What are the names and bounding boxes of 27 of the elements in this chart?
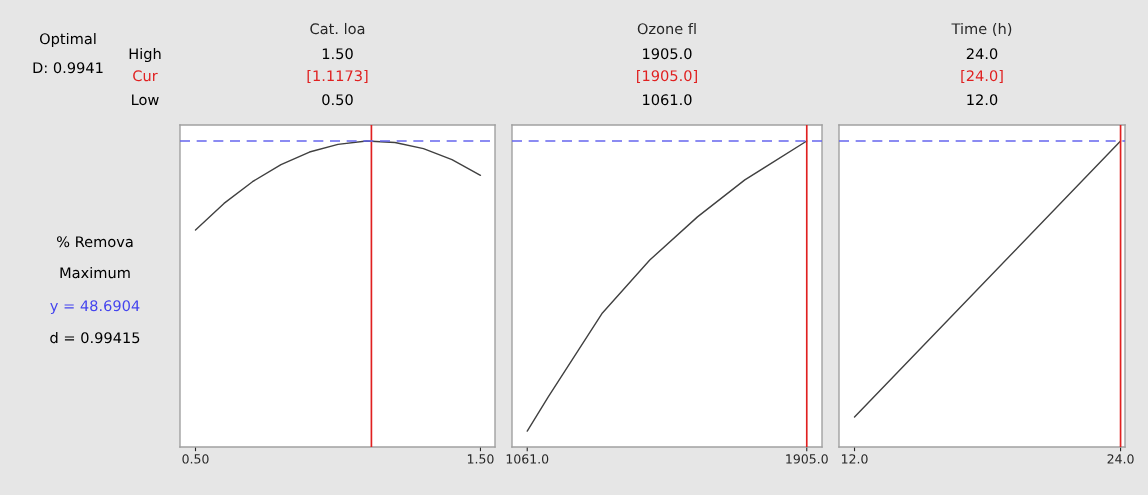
text: 1061.0 xyxy=(643,94,692,106)
text: % Remova xyxy=(56,236,133,248)
text: D: 0.9941 xyxy=(33,62,103,74)
text: High xyxy=(129,47,161,63)
x-tick-label: 12.0 xyxy=(841,454,868,464)
text: Cur xyxy=(133,70,158,82)
text: 12.0 xyxy=(967,94,998,106)
chart-title: Ozone fl xyxy=(637,22,696,35)
text: [24.0] xyxy=(961,69,1003,83)
text: d = 0.99415 xyxy=(50,331,140,344)
x-tick-label: 1905.0 xyxy=(786,454,828,464)
x-tick-label: 24.0 xyxy=(1107,454,1134,464)
text: 1905.0 xyxy=(643,48,692,60)
text: Optimal xyxy=(39,32,96,48)
text: Low xyxy=(132,94,159,106)
chart-title: Cat. loa xyxy=(310,22,365,35)
x-tick-label: 1061.0 xyxy=(506,454,549,464)
text: 1.50 xyxy=(322,48,353,60)
text: [1.1173] xyxy=(307,69,368,83)
x-tick-label: 1.50 xyxy=(467,454,494,464)
text: Maximum xyxy=(60,266,130,279)
text: y = 48.6904 xyxy=(50,300,140,315)
text: 24.0 xyxy=(966,48,998,60)
text: [1905.0] xyxy=(637,69,697,83)
chart-title: Time (h) xyxy=(951,22,1012,36)
x-tick-label: 0.50 xyxy=(182,454,209,464)
text: 0.50 xyxy=(322,94,353,106)
